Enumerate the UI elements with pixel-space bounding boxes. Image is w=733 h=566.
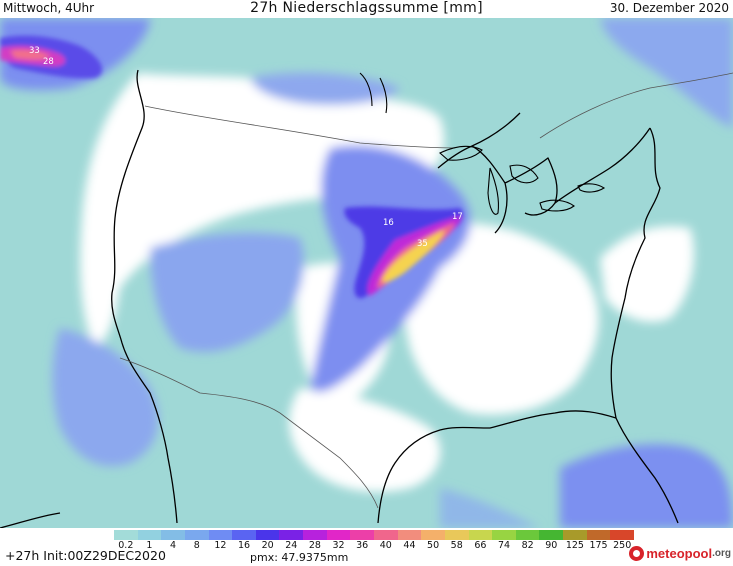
- scale-tick-label: 16: [237, 540, 251, 551]
- scale-tick-label: 28: [308, 540, 321, 551]
- scale-swatch: [114, 530, 139, 540]
- scale-swatch: [279, 530, 304, 540]
- scale-tick-label: 58: [450, 540, 463, 551]
- scale-tick-label: 4: [170, 540, 177, 551]
- scale-tick-label: 1: [146, 540, 153, 551]
- scale-swatch: [326, 530, 351, 540]
- scale-tick-label: 20: [261, 540, 274, 551]
- color-scale-labels: 0.2 1 4 8 12 16 20 24 28 32 36 40 44 50 58 66 74 82 90 125 1…: [114, 540, 634, 552]
- scale-swatch: [255, 530, 280, 540]
- scale-tick-label: 50: [427, 540, 440, 551]
- scale-swatch: [586, 530, 611, 540]
- scale-swatch: [137, 530, 162, 540]
- max-label-iowa: 17: [452, 212, 463, 222]
- precipitation-map: 33 28 16 17 35: [0, 18, 733, 528]
- header-bar: Mittwoch, 4Uhr 27h Niederschlagssumme [m…: [0, 0, 733, 18]
- logo-text: meteopool: [646, 546, 713, 561]
- scale-tick-label: 90: [545, 540, 558, 551]
- scale-tick-label: 12: [214, 540, 227, 551]
- scale-tick-label: 44: [403, 540, 416, 551]
- scale-swatch: [350, 530, 375, 540]
- scale-tick-label: 250: [613, 540, 632, 551]
- great-lakes: [359, 72, 606, 215]
- logo-mark-icon: [629, 546, 645, 561]
- scale-tick-label: 32: [332, 540, 345, 551]
- max-label-pacific: 33: [29, 46, 40, 56]
- scale-swatch: [161, 530, 186, 540]
- scale-tick-label: 36: [356, 540, 369, 551]
- precipitation-field: [0, 18, 733, 528]
- valid-time-label: Mittwoch, 4Uhr: [3, 1, 95, 15]
- scale-swatch: [421, 530, 446, 540]
- scale-tick-label: 40: [379, 540, 392, 551]
- logo-tld: .org: [712, 548, 731, 559]
- max-label-oklahoma: 35: [417, 239, 428, 249]
- max-label-pacific-2: 28: [43, 57, 54, 67]
- scale-tick-label: 175: [589, 540, 608, 551]
- country-borders: [119, 72, 733, 509]
- coastlines: [0, 69, 679, 528]
- scale-tick-label: 0.2: [118, 540, 134, 551]
- scale-swatch: [374, 530, 399, 540]
- scale-tick-label: 24: [285, 540, 298, 551]
- max-precip-label: pmx: 47.9375mm: [250, 551, 349, 564]
- scale-swatch: [539, 530, 564, 540]
- max-label-kansas: 16: [383, 218, 394, 228]
- scale-swatch: [232, 530, 257, 540]
- scale-tick-label: 82: [521, 540, 534, 551]
- scale-swatch: [492, 530, 517, 540]
- scale-swatch: [184, 530, 210, 540]
- meteopool-logo: meteopool .org: [629, 546, 731, 561]
- map-title: 27h Niederschlagssumme [mm]: [250, 0, 483, 16]
- valid-date-label: 30. Dezember 2020: [609, 1, 729, 15]
- scale-swatch: [610, 530, 635, 540]
- scale-swatch: [444, 530, 470, 540]
- scale-swatch: [397, 530, 422, 540]
- init-time-label: +27h Init:00Z29DEC2020: [5, 548, 166, 563]
- scale-swatch: [563, 530, 588, 540]
- scale-swatch: [208, 530, 233, 540]
- scale-tick-label: 8: [193, 540, 200, 551]
- color-scale-bar: [114, 530, 635, 540]
- scale-tick-label: 74: [497, 540, 511, 551]
- scale-swatch: [468, 530, 493, 540]
- scale-swatch: [515, 530, 540, 540]
- scale-tick-label: 125: [565, 540, 584, 551]
- scale-swatch: [303, 530, 328, 540]
- scale-tick-label: 66: [474, 540, 487, 551]
